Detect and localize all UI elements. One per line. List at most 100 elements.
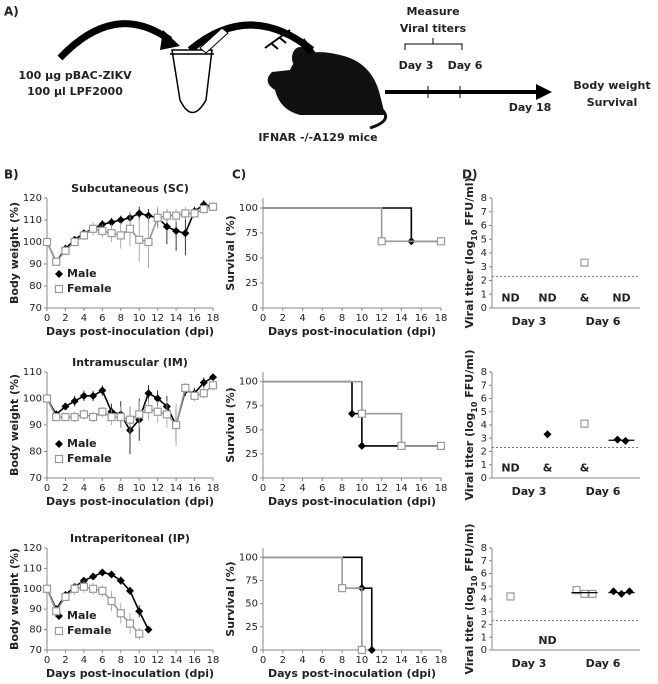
marker <box>116 576 125 585</box>
marker <box>70 237 79 247</box>
marker <box>153 213 162 222</box>
x-tick-label: 6 <box>99 313 105 324</box>
y-tick-label: 6 <box>481 221 487 232</box>
y-tick-label: 1 <box>481 289 487 300</box>
marker <box>107 570 116 579</box>
y-tick-label: 110 <box>23 367 42 378</box>
x-tick-label: 0 <box>44 483 50 494</box>
x-axis-title: Days post-inoculation (dpi) <box>268 495 436 508</box>
marker <box>436 237 446 246</box>
survival-line <box>263 380 441 447</box>
x-axis-title: Days post-inoculation (dpi) <box>46 667 214 680</box>
y-tick-label: 70 <box>29 303 42 314</box>
x-tick-label: 16 <box>188 655 201 666</box>
marker <box>613 435 622 444</box>
x-tick-label: 10 <box>356 483 369 494</box>
x-tick-label: 12 <box>151 483 164 494</box>
marker <box>572 585 581 595</box>
y-tick-label: 25 <box>245 278 258 289</box>
legend-label: Male <box>67 437 97 450</box>
x-tick-label: 4 <box>299 483 305 494</box>
x-tick-label: 14 <box>395 483 408 494</box>
y-tick-label: 7 <box>481 207 487 218</box>
marker <box>54 284 64 294</box>
x-tick-label: 0 <box>260 313 266 324</box>
y-tick-label: 5 <box>481 407 487 418</box>
y-tick-label: 0 <box>252 303 258 314</box>
marker <box>144 389 153 398</box>
marker <box>98 586 107 595</box>
marker <box>181 209 190 218</box>
x-tick-label: 16 <box>188 313 201 324</box>
y-tick-label: 6 <box>481 569 487 580</box>
marker <box>209 373 217 382</box>
x-tick-label: 6 <box>319 313 325 324</box>
y-tick-label: 0 <box>481 645 487 656</box>
y-axis-title: Body weight (%) <box>8 548 21 650</box>
y-tick-label: 75 <box>245 401 258 412</box>
y-tick-label: 75 <box>245 575 258 586</box>
x-tick-label: 12 <box>151 655 164 666</box>
x-tick-label: 18 <box>207 313 220 324</box>
y-axis-title-part: Viral titer (log <box>463 587 476 675</box>
y-tick-label: 25 <box>245 449 258 460</box>
y-tick-label: 3 <box>481 262 487 273</box>
marker <box>116 216 125 224</box>
marker <box>135 209 144 218</box>
marker <box>98 568 107 577</box>
column-label: & <box>543 462 553 475</box>
x-tick-label: 18 <box>435 655 448 666</box>
x-tick-label: 0 <box>44 655 50 666</box>
y-tick-label: 2 <box>481 447 487 458</box>
y-tick-label: 0 <box>481 473 487 484</box>
y-tick-label: 6 <box>481 394 487 405</box>
y-tick-label: 100 <box>23 584 42 595</box>
y-tick-label: 5 <box>481 581 487 592</box>
y-tick-label: 120 <box>23 193 42 204</box>
x-tick-label: 4 <box>299 655 305 666</box>
y-tick-label: 2 <box>481 620 487 631</box>
y-axis-title: Viral titer (log10 FFU/ml) <box>463 350 479 501</box>
marker <box>357 441 366 450</box>
y-axis-title-part: Viral titer (log <box>463 413 476 501</box>
x-tick-label: 2 <box>62 655 68 666</box>
marker <box>89 391 98 400</box>
marker <box>55 440 63 448</box>
x-axis-title: Days post-inoculation (dpi) <box>268 667 436 680</box>
x-tick-label: 16 <box>188 483 201 494</box>
marker <box>367 646 376 654</box>
marker <box>135 410 144 419</box>
x-tick-label: 12 <box>375 483 388 494</box>
y-tick-label: 90 <box>29 259 42 270</box>
arrow-head <box>160 30 180 50</box>
y-axis-title: Viral titer (log10 FFU/ml) <box>463 524 479 675</box>
marker <box>181 383 190 392</box>
marker <box>42 394 52 403</box>
marker <box>107 229 116 238</box>
x-tick-label: 16 <box>415 655 428 666</box>
marker <box>79 410 88 419</box>
x-tick-label: Day 6 <box>586 657 621 670</box>
y-tick-label: 3 <box>481 433 487 444</box>
marker <box>125 224 135 233</box>
marker <box>357 409 366 418</box>
panel-label: A) <box>4 5 19 19</box>
y-axis-title: Survival (%) <box>224 387 237 462</box>
label: 100 µl LPF2000 <box>27 85 123 98</box>
marker <box>79 231 88 240</box>
x-tick-label: 4 <box>299 313 305 324</box>
y-tick-label: 50 <box>245 253 258 264</box>
x-tick-label: 18 <box>435 483 448 494</box>
marker <box>89 584 98 593</box>
y-tick-label: 110 <box>23 215 42 226</box>
x-tick-label: 2 <box>62 483 68 494</box>
tube <box>171 49 213 114</box>
x-tick-label: 10 <box>133 483 146 494</box>
syringe <box>264 29 291 50</box>
y-tick-label: 0 <box>252 645 258 656</box>
marker <box>79 391 88 400</box>
x-tick-label: 8 <box>118 483 124 494</box>
marker <box>52 257 61 266</box>
marker <box>190 209 199 218</box>
column-label: & <box>580 291 590 304</box>
